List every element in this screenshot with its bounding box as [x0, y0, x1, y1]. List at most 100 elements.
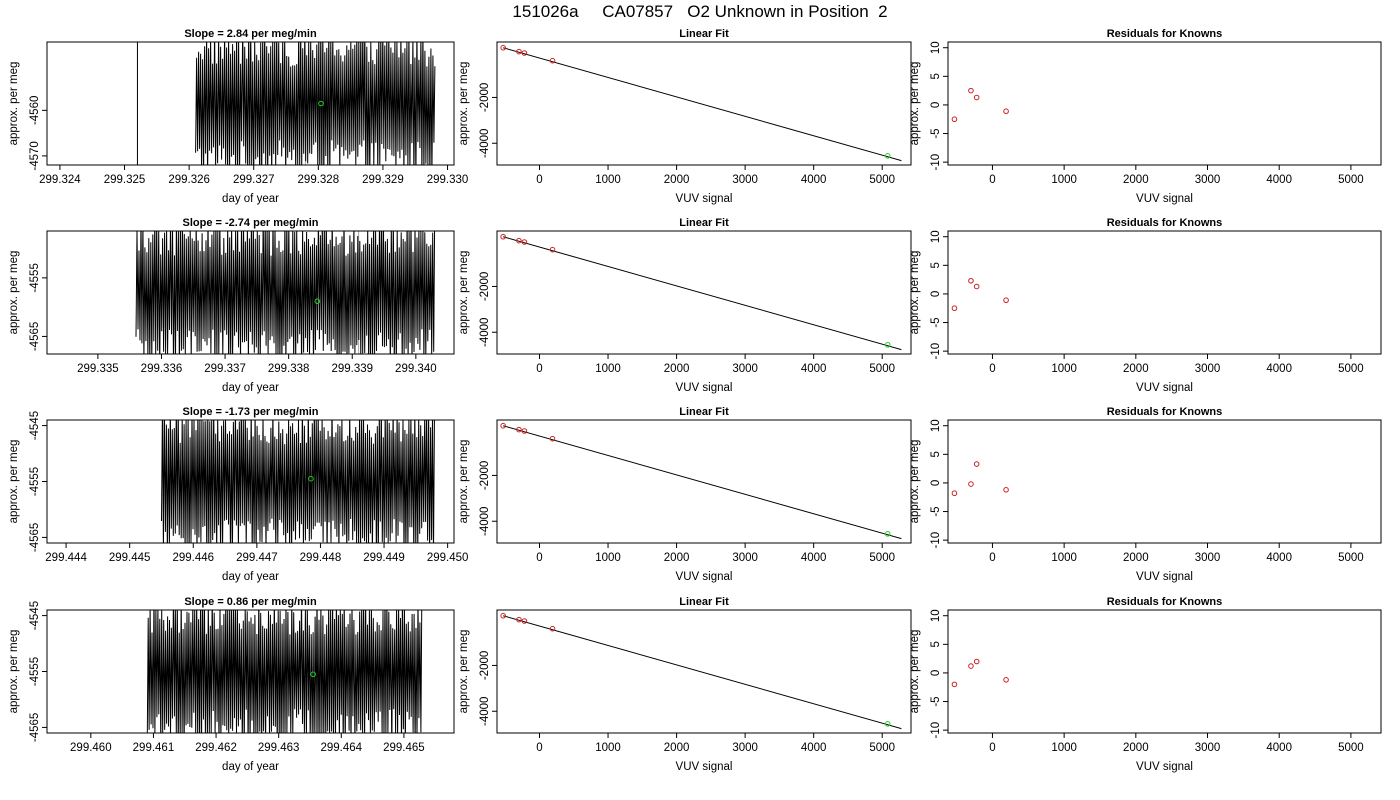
x-axis-label: VUV signal [676, 571, 733, 583]
panel-title: Slope = 2.84 per meg/min [184, 28, 317, 40]
x-tick-label-5: 4000 [1266, 174, 1292, 186]
x-tick-label-2: 1000 [1051, 742, 1077, 754]
x-tick-label-2: 1000 [595, 174, 621, 186]
known-point-2 [516, 48, 522, 55]
plot-marks [161, 420, 435, 543]
y-axis-label: approx. per meg [909, 62, 921, 146]
x-tick-label-4: 3000 [1195, 552, 1221, 564]
y-tick-label-1: -2000 [479, 83, 491, 112]
y-axis-label: approx. per meg [8, 62, 20, 146]
x-tick-label-4: 3000 [732, 552, 758, 564]
plot-marks [500, 422, 902, 540]
panel-title: Residuals for Knowns [1107, 217, 1223, 229]
known-point-3 [521, 428, 528, 434]
panel-r3-c1: 299.444 299.445 299.446 299.447 299.448 299.4… [8, 406, 469, 583]
plot-frame [947, 609, 1382, 734]
y-tick-label-2: -4565 [29, 322, 41, 351]
plot-frame [496, 419, 912, 544]
x-tick-label-7: 299.450 [427, 552, 469, 564]
x-tick-label-1: 0 [989, 742, 995, 754]
plot-marks [951, 277, 1009, 312]
x-tick-label-3: 2000 [1123, 742, 1149, 754]
x-axis-label: day of year [222, 571, 279, 583]
trace-line [195, 42, 436, 165]
x-tick-label-2: 1000 [595, 363, 621, 375]
panel-r3-c3: 0 1000 2000 3000 4000 5000 10 5 0 -5 -10 Residuals … [909, 406, 1382, 583]
y-tick-label-3: -4565 [29, 713, 41, 742]
residual-point-3 [973, 94, 980, 101]
x-tick-label-2: 299.461 [133, 742, 175, 754]
x-tick-label-6: 299.329 [362, 174, 404, 186]
x-axis-label: day of year [222, 193, 279, 205]
y-tick-label-2: 5 [930, 641, 942, 647]
x-tick-label-2: 1000 [1051, 174, 1077, 186]
fit-line [503, 236, 902, 351]
panel-title: Linear Fit [679, 596, 729, 608]
x-tick-label-3: 299.326 [168, 174, 210, 186]
x-tick-label-4: 3000 [1195, 742, 1221, 754]
plot-frame [496, 609, 912, 734]
y-tick-label-3: 0 [930, 102, 942, 108]
y-tick-label-1: -4545 [29, 601, 41, 630]
x-tick-label-7: 299.330 [427, 174, 469, 186]
x-tick-label-1: 0 [536, 363, 542, 375]
residual-point-1 [951, 681, 958, 688]
y-tick-label-2: -4555 [29, 467, 41, 496]
x-tick-label-6: 299.340 [395, 363, 437, 375]
x-tick-label-3: 2000 [664, 363, 690, 375]
known-point-3 [521, 618, 528, 624]
known-point-1 [500, 233, 506, 240]
plot-marks [500, 612, 902, 730]
y-axis-label: approx. per meg [8, 251, 20, 335]
x-axis-label: VUV signal [1136, 571, 1193, 583]
unknown-point [884, 153, 891, 159]
y-tick-label-3: 0 [930, 291, 942, 297]
panel-r4-c1: 299.460 299.461 299.462 299.463 299.464 299.4… [8, 596, 455, 773]
residual-point-4 [1003, 676, 1009, 683]
plot-marks [146, 610, 423, 733]
residual-point-1 [951, 490, 958, 497]
x-axis-label: VUV signal [1136, 193, 1193, 205]
panel-r4-c2: 0 1000 2000 3000 4000 5000 -2000 -4000 Linear Fi… [458, 596, 912, 773]
panel-r1-c2: 0 1000 2000 3000 4000 5000 -2000 -4000 Linear Fi… [458, 28, 912, 205]
x-tick-label-2: 1000 [1051, 363, 1077, 375]
panel-title: Linear Fit [679, 217, 729, 229]
plot-frame [496, 230, 912, 355]
x-tick-label-6: 299.449 [363, 552, 405, 564]
y-tick-label-4: -5 [930, 317, 942, 327]
y-tick-label-1: -4560 [29, 96, 41, 125]
x-axis-label: VUV signal [1136, 761, 1193, 773]
y-axis-label: approx. per meg [458, 251, 470, 335]
known-point-2 [516, 426, 522, 433]
x-tick-label-4: 299.447 [236, 552, 278, 564]
y-tick-label-3: 0 [930, 480, 942, 486]
known-point-1 [500, 44, 506, 51]
x-tick-label-4: 3000 [1195, 363, 1221, 375]
plot-frame [46, 41, 455, 166]
x-tick-label-6: 5000 [869, 363, 895, 375]
residual-point-1 [951, 305, 958, 312]
y-tick-label-1: -4545 [29, 411, 41, 440]
x-tick-label-5: 4000 [801, 552, 827, 564]
x-tick-label-5: 4000 [801, 363, 827, 375]
known-point-4 [549, 625, 556, 632]
y-tick-label-1: 10 [930, 230, 942, 243]
plot-frame [947, 230, 1382, 355]
y-tick-label-2: -4555 [29, 657, 41, 686]
panel-r3-c2: 0 1000 2000 3000 4000 5000 -2000 -4000 Linear Fi… [458, 406, 912, 583]
x-axis-label: VUV signal [676, 193, 733, 205]
x-tick-label-2: 299.336 [141, 363, 183, 375]
x-tick-label-4: 299.327 [233, 174, 275, 186]
known-point-4 [549, 57, 556, 64]
y-tick-label-2: 5 [930, 73, 942, 79]
residual-point-3 [973, 461, 980, 467]
panel-r2-c1: 299.335 299.336 299.337 299.338 299.339 299.3… [8, 217, 455, 394]
x-tick-label-5: 299.448 [300, 552, 342, 564]
x-tick-label-5: 4000 [1266, 552, 1292, 564]
x-tick-label-3: 2000 [1123, 552, 1149, 564]
x-tick-label-1: 299.460 [70, 742, 112, 754]
plot-frame [46, 230, 455, 355]
y-tick-label-2: -4570 [29, 141, 41, 170]
unknown-point [308, 475, 314, 482]
fit-line [503, 47, 902, 162]
